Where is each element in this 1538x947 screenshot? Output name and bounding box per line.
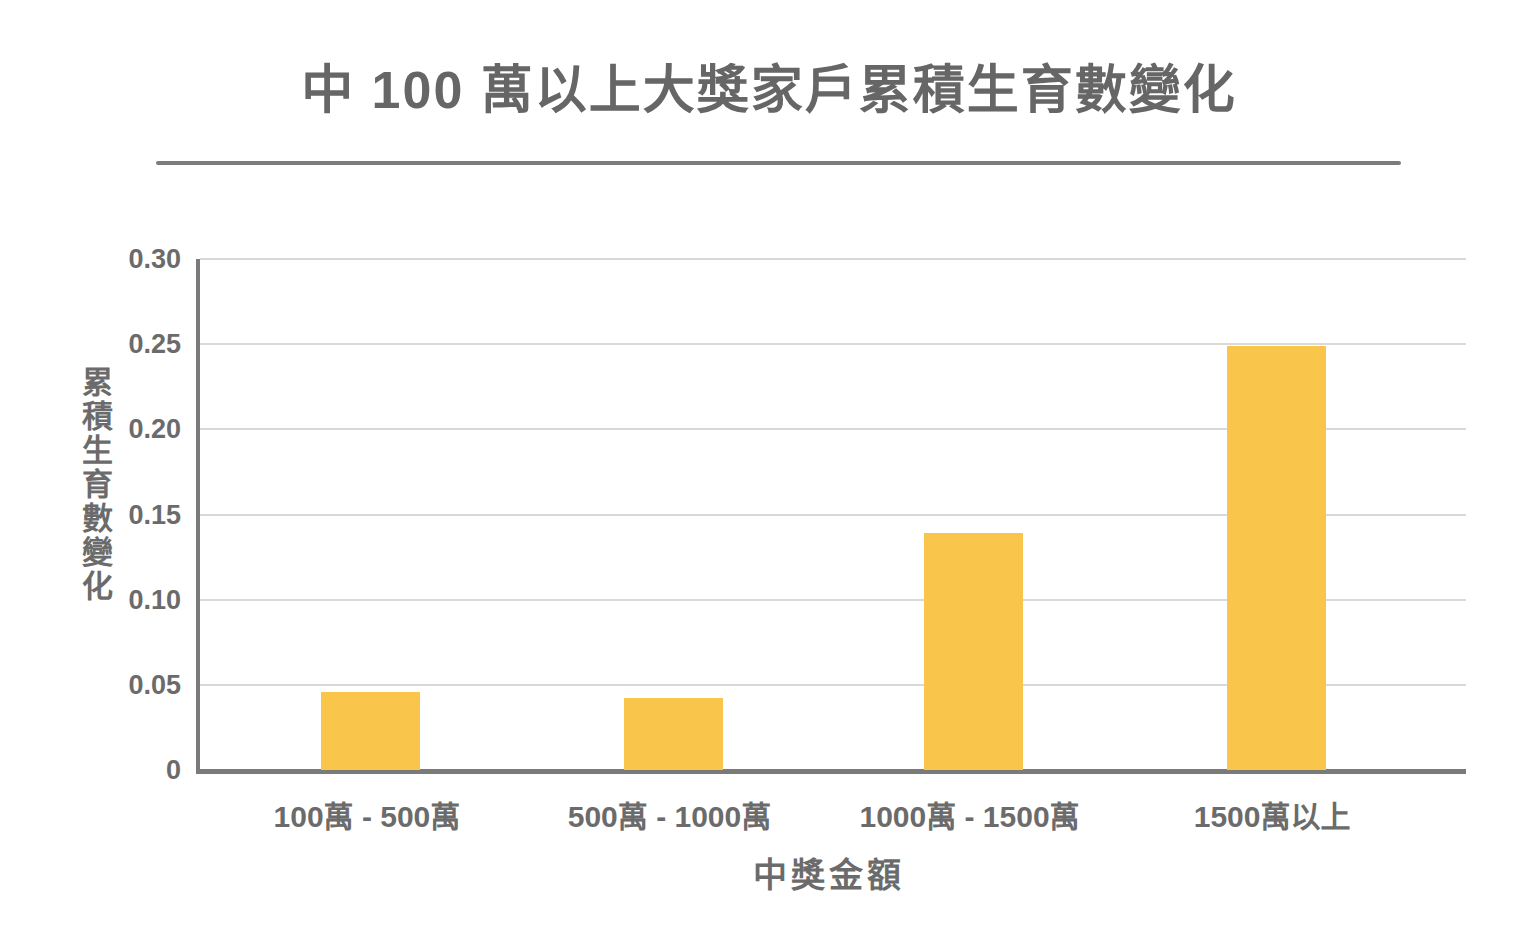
bar-1	[321, 692, 420, 770]
bar-3	[924, 533, 1023, 770]
title-separator-line	[156, 161, 1401, 165]
y-tick-label: 0.25	[128, 329, 181, 360]
gridline	[200, 258, 1466, 260]
y-tick-label: 0.10	[128, 584, 181, 615]
gridline	[200, 343, 1466, 345]
y-tick-label: 0.30	[128, 244, 181, 275]
x-axis-title: 中獎金額	[196, 848, 1462, 897]
y-axis-title: 累積生育數變化	[72, 366, 117, 626]
chart-canvas: 中 100 萬以上大獎家戶累積生育數變化 累積生育數變化 中獎金額 0.30 0.…	[0, 0, 1538, 947]
y-tick-label: 0	[166, 755, 181, 786]
bar-2	[624, 698, 723, 770]
x-tick-label: 500萬 - 1000萬	[568, 792, 771, 836]
chart-title: 中 100 萬以上大獎家戶累積生育數變化	[0, 48, 1538, 123]
x-tick-label: 1500萬以上	[1194, 792, 1351, 836]
x-tick-label: 100萬 - 500萬	[274, 792, 461, 836]
y-tick-label: 0.05	[128, 669, 181, 700]
plot-area	[196, 259, 1466, 770]
y-tick-label: 0.20	[128, 414, 181, 445]
y-tick-label: 0.15	[128, 499, 181, 530]
bar-4	[1227, 346, 1326, 770]
x-tick-label: 1000萬 - 1500萬	[859, 792, 1079, 836]
